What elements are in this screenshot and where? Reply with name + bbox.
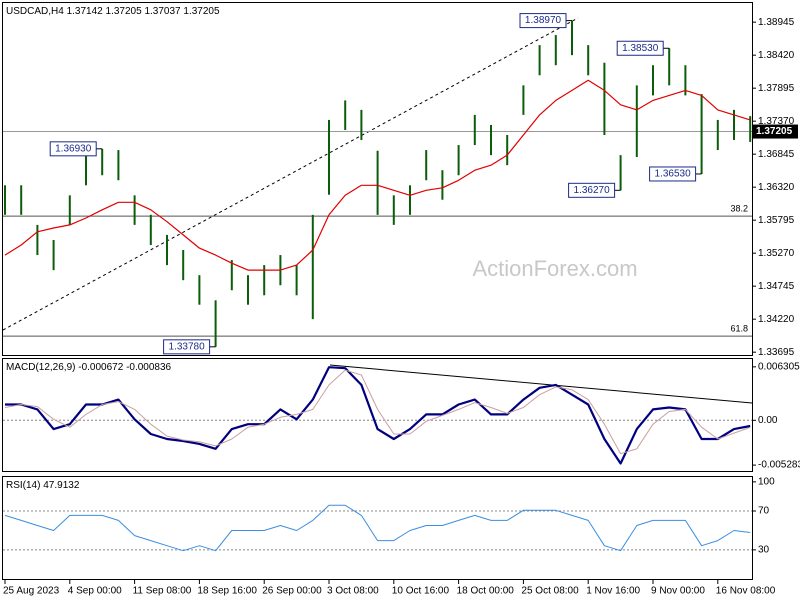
fib-label: 38.2 <box>730 203 748 213</box>
annotation-label: 1.38530 <box>622 43 659 54</box>
y-tick-label: 1.34220 <box>758 314 795 325</box>
x-tick-label: 4 Sep 00:00 <box>68 586 122 597</box>
y-tick-label: 1.35795 <box>758 215 795 226</box>
annotation-label: 1.36530 <box>655 169 692 180</box>
x-tick-label: 18 Sep 16:00 <box>197 586 257 597</box>
y-tick-label: 100 <box>758 476 775 487</box>
macd-value: -0.000672 <box>78 362 123 373</box>
macd-trend-line <box>329 364 753 404</box>
macd-panel <box>2 358 753 472</box>
moving-average <box>4 79 751 271</box>
fib-label: 61.8 <box>730 324 748 334</box>
macd-title: MACD(12,26,9) <box>6 362 75 373</box>
y-tick-label: 1.33695 <box>758 347 795 358</box>
y-tick-label: 1.38420 <box>758 50 795 61</box>
rsi-header: RSI(14) 47.9132 <box>6 480 80 491</box>
price-header: USDCAD,H4 1.37142 1.37205 1.37037 1.3720… <box>6 6 220 17</box>
annotation-box <box>163 339 211 355</box>
annotation-box <box>49 141 97 157</box>
x-tick-label: 25 Oct 08:00 <box>521 586 579 597</box>
rsi-value: 47.9132 <box>43 480 80 491</box>
current-price-box <box>752 124 798 139</box>
y-tick-label: 0.006305 <box>758 361 800 372</box>
annotation-label: 1.38970 <box>525 15 562 26</box>
low: 1.37037 <box>144 6 181 17</box>
y-tick-label: -0.005283 <box>758 460 800 471</box>
price-panel <box>2 2 753 356</box>
y-tick-label: 1.35270 <box>758 248 795 259</box>
y-tick-label: 1.37370 <box>758 116 795 127</box>
rsi-title: RSI(14) <box>6 480 40 491</box>
y-tick-label: 30 <box>758 544 770 555</box>
watermark: ActionForex.com <box>472 256 637 281</box>
y-tick-label: 70 <box>758 506 770 517</box>
x-tick-label: 10 Oct 16:00 <box>392 586 450 597</box>
x-tick-label: 1 Nov 16:00 <box>586 586 640 597</box>
y-tick-label: 0.00 <box>758 415 778 426</box>
signal-value: -0.000836 <box>126 362 171 373</box>
annotation-box <box>616 40 664 56</box>
y-tick-label: 1.38945 <box>758 17 795 28</box>
x-tick-label: 25 Aug 2023 <box>3 586 60 597</box>
trend-line <box>2 17 579 331</box>
x-tick-label: 11 Sep 08:00 <box>133 586 192 597</box>
symbol: USDCAD,H4 <box>6 6 64 17</box>
x-tick-label: 18 Oct 00:00 <box>457 586 515 597</box>
annotation-label: 1.36270 <box>574 185 611 196</box>
current-price-label: 1.37205 <box>756 126 793 137</box>
x-tick-label: 9 Nov 00:00 <box>651 586 705 597</box>
y-tick-label: 1.34745 <box>758 281 795 292</box>
rsi-panel <box>2 476 753 580</box>
x-tick-label: 3 Oct 08:00 <box>327 586 379 597</box>
x-tick-label: 26 Sep 00:00 <box>262 586 322 597</box>
annotation-box <box>649 166 697 182</box>
y-tick-label: 1.36845 <box>758 149 795 160</box>
y-tick-label: 1.37895 <box>758 83 795 94</box>
annotation-label: 1.36930 <box>55 143 92 154</box>
x-tick-label: 16 Nov 08:00 <box>716 586 776 597</box>
high: 1.37205 <box>106 6 143 17</box>
series-line <box>4 369 751 455</box>
macd-header: MACD(12,26,9) -0.000672 -0.000836 <box>6 362 172 373</box>
series-line <box>4 504 751 552</box>
open: 1.37142 <box>67 6 104 17</box>
annotation-box <box>568 182 616 198</box>
y-tick-label: 1.36320 <box>758 182 795 193</box>
annotation-box <box>519 13 567 29</box>
annotation-label: 1.33780 <box>169 341 206 352</box>
close: 1.37205 <box>183 6 220 17</box>
